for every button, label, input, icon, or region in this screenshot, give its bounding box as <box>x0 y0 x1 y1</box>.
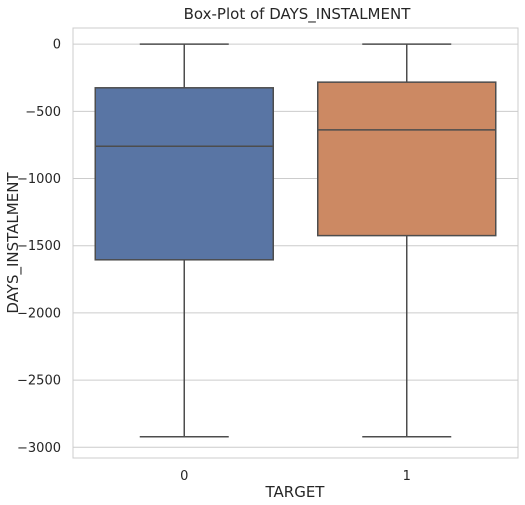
y-tick-label: −1000 <box>17 172 61 187</box>
x-tick-label: 1 <box>403 469 411 484</box>
y-tick-label: −1500 <box>17 239 61 254</box>
y-tick-label: −3000 <box>17 441 61 456</box>
y-tick-label: −2000 <box>17 306 61 321</box>
y-tick-labels: 0 −500 −1000 −1500 −2000 −2500 −3000 <box>17 38 61 456</box>
box-1 <box>317 43 497 438</box>
y-tick-label: 0 <box>53 38 61 53</box>
chart-title: Box-Plot of DAYS_INSTALMENT <box>184 5 412 24</box>
y-axis-title: DAYS_INSTALMENT <box>4 172 23 314</box>
x-axis-title: TARGET <box>265 483 326 501</box>
box-0 <box>94 43 274 438</box>
y-tick-label: −500 <box>25 105 61 120</box>
boxes <box>94 43 497 438</box>
y-tick-label: −2500 <box>17 374 61 389</box>
interquartile-box <box>317 81 497 237</box>
x-tick-label: 0 <box>180 469 188 484</box>
plot-frame <box>72 27 519 459</box>
interquartile-box <box>94 87 274 261</box>
